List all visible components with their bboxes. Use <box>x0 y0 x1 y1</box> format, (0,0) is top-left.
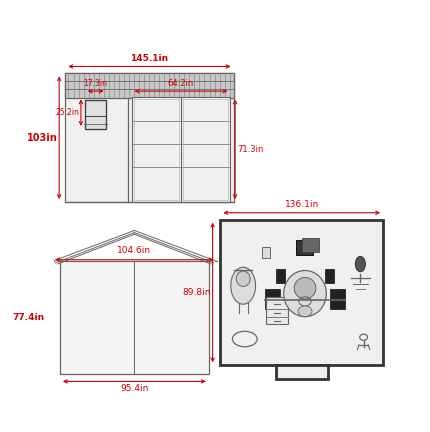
Text: 89.8in: 89.8in <box>183 288 211 297</box>
Bar <box>276 269 285 283</box>
Text: 25.2in: 25.2in <box>55 108 80 117</box>
Bar <box>220 220 383 365</box>
Bar <box>330 289 345 309</box>
Text: 104.6in: 104.6in <box>117 246 151 255</box>
Bar <box>262 247 270 258</box>
Bar <box>265 289 280 309</box>
Bar <box>325 269 335 283</box>
Ellipse shape <box>231 267 255 304</box>
Ellipse shape <box>294 277 316 299</box>
Text: 136.1in: 136.1in <box>285 200 319 209</box>
Bar <box>302 238 319 252</box>
Text: 17.3in: 17.3in <box>84 79 108 88</box>
Text: 71.3in: 71.3in <box>237 145 264 154</box>
Text: 103in: 103in <box>27 133 58 143</box>
Bar <box>266 297 288 324</box>
Bar <box>65 73 233 202</box>
Bar <box>296 240 313 255</box>
Ellipse shape <box>355 256 366 272</box>
Bar <box>65 73 233 98</box>
Bar <box>85 100 107 129</box>
Bar <box>183 99 228 200</box>
Text: 145.1in: 145.1in <box>130 54 169 63</box>
Ellipse shape <box>284 270 326 317</box>
Bar <box>276 365 328 379</box>
Bar <box>134 99 179 200</box>
Bar <box>132 96 230 202</box>
Ellipse shape <box>236 271 250 286</box>
Text: 64.2in: 64.2in <box>168 79 194 88</box>
Text: 95.4in: 95.4in <box>120 384 148 394</box>
Text: 77.4in: 77.4in <box>12 313 44 322</box>
Bar <box>60 261 209 374</box>
Ellipse shape <box>298 306 312 317</box>
